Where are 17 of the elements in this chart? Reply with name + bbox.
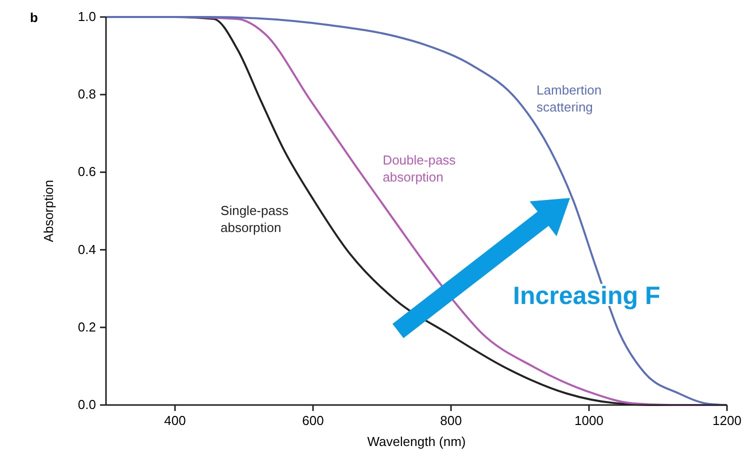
x-tick-label: 1000	[574, 413, 604, 428]
y-axis-title: Absorption	[41, 180, 56, 242]
y-tick-label: 0.8	[78, 86, 96, 102]
x-tick-label: 400	[164, 413, 186, 428]
series-label: Double-pass absorption	[382, 152, 456, 184]
text: b	[30, 10, 38, 25]
series-label: Single-pass absorption	[220, 202, 289, 235]
y-tick-label: 1.0	[78, 9, 96, 24]
series-label: Lambertion scattering	[536, 82, 602, 115]
y-tick-label: 0.4	[78, 242, 96, 257]
y-tick-label: 0.2	[78, 319, 96, 334]
y-tick-label: 0.6	[78, 164, 96, 180]
x-axis-title: Wavelength (nm)	[367, 434, 466, 449]
y-tick-label: 0.0	[78, 397, 96, 412]
x-tick-label: 800	[440, 413, 462, 428]
x-tick-label: 1200	[712, 413, 742, 428]
x-tick-label: 600	[302, 413, 324, 428]
